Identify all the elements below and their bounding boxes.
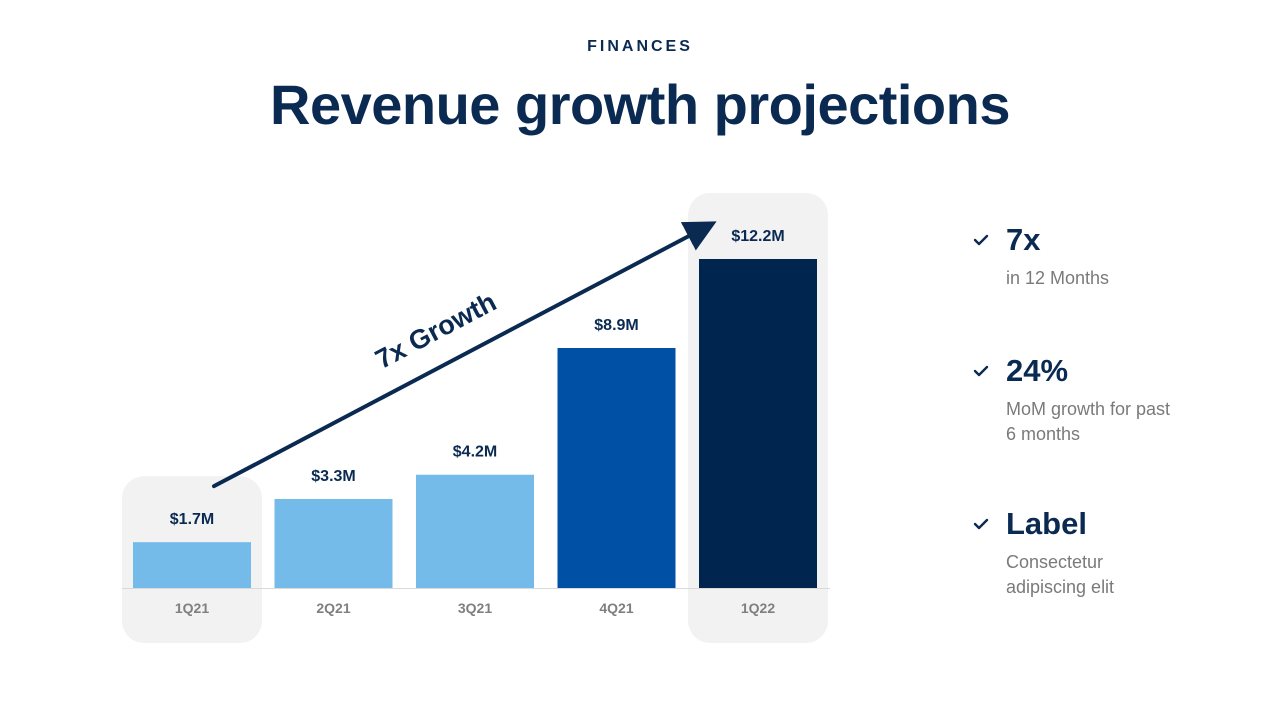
bar-4q21: [557, 347, 676, 588]
check-icon: [973, 518, 989, 530]
growth-arrow: [212, 221, 717, 489]
section-eyebrow: FINANCES: [587, 38, 693, 55]
stat-description: in 12 Months: [1006, 268, 1110, 288]
bar-1q22: [699, 259, 817, 588]
revenue-bar-chart: $1.7M 1Q21 $3.3M 2Q21 $4.2M 3Q21 $8.9M 4Q21 $12.…: [122, 193, 830, 643]
bar-value-label: $4.2M: [453, 444, 497, 461]
bar-value-label: $1.7M: [170, 511, 214, 528]
x-tick-label: 3Q21: [458, 600, 492, 616]
bar-2q21: [274, 499, 393, 588]
growth-annotation-label: 7x Growth: [370, 287, 501, 375]
x-tick-label: 1Q22: [741, 600, 775, 616]
bar-1q21: [133, 542, 251, 588]
x-tick-label: 2Q21: [316, 600, 350, 616]
stat-value: 7x: [1006, 222, 1041, 257]
stat-description: Consectetur adipiscing elit: [1006, 552, 1115, 597]
stat-value: 24%: [1006, 353, 1069, 388]
bar-value-label: $3.3M: [311, 468, 355, 485]
check-icon: [973, 234, 989, 246]
stat-description: MoM growth for past 6 months: [1006, 399, 1171, 444]
x-tick-label: 1Q21: [175, 600, 209, 616]
bar-value-label: $12.2M: [731, 228, 784, 245]
check-icon: [973, 365, 989, 377]
x-tick-label: 4Q21: [599, 600, 633, 616]
bar-3q21: [416, 474, 534, 588]
page-title: Revenue growth projections: [270, 73, 1011, 136]
stat-value: Label: [1006, 506, 1087, 541]
bar-value-label: $8.9M: [594, 317, 638, 334]
